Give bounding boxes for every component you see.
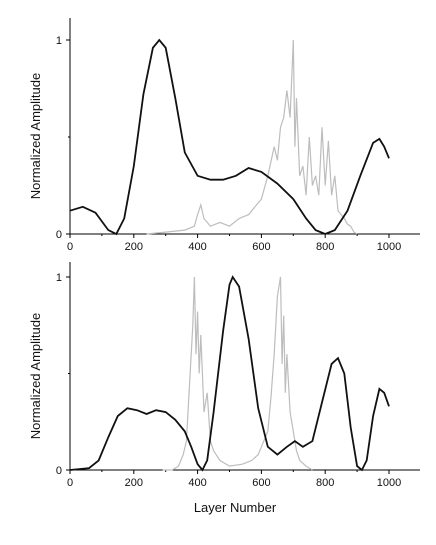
series-line-gray (146, 39, 358, 235)
y-tick-marks: 01 (56, 272, 70, 477)
y-tick-label: 1 (56, 35, 62, 47)
x-tick-label: 600 (252, 241, 270, 253)
x-tick-label: 1000 (377, 477, 401, 489)
series-layer (69, 275, 390, 472)
series-line-black (69, 38, 390, 236)
series-layer (69, 38, 390, 236)
x-tick-label: 200 (125, 241, 143, 253)
x-tick-label: 0 (67, 241, 73, 253)
chart-top: 01 0 200 400 600 800 1000 Normalized Amplitud… (28, 18, 420, 253)
series-line-black (69, 275, 390, 472)
x-tick-label: 800 (316, 241, 334, 253)
x-tick-marks: 0 200 400 600 800 1000 (67, 234, 401, 253)
y-tick-label: 0 (56, 465, 62, 477)
y-tick-label: 0 (56, 229, 62, 241)
x-tick-label: 200 (125, 477, 143, 489)
x-tick-label: 400 (188, 477, 206, 489)
x-tick-label: 1000 (377, 241, 401, 253)
x-tick-marks: 0 200 400 600 800 1000 (67, 470, 401, 489)
y-axis-title: Normalized Amplitude (28, 73, 43, 199)
x-tick-label: 400 (188, 241, 206, 253)
series-line-gray (162, 276, 313, 471)
chart-bottom: 01 0 200 400 600 800 1000 Normalized Amplitud… (28, 262, 420, 515)
x-tick-label: 0 (67, 477, 73, 489)
y-tick-marks: 01 (56, 35, 70, 241)
y-tick-label: 1 (56, 272, 62, 284)
y-axis-title: Normalized Amplitude (28, 313, 43, 439)
x-tick-label: 600 (252, 477, 270, 489)
x-axis-title: Layer Number (194, 500, 277, 515)
x-tick-label: 800 (316, 477, 334, 489)
